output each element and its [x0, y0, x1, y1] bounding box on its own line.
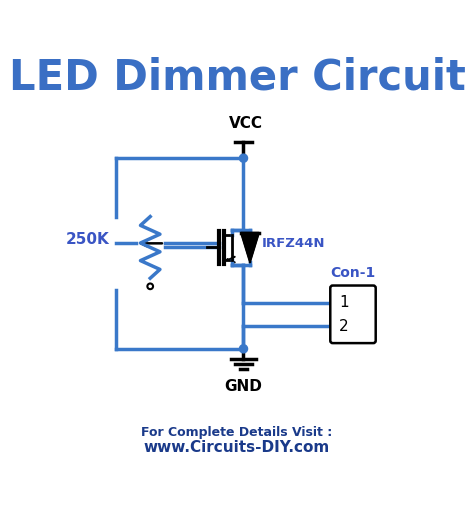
Text: Con-1: Con-1 — [330, 266, 375, 280]
Text: IRFZ44N: IRFZ44N — [262, 237, 326, 250]
Text: For Complete Details Visit :: For Complete Details Visit : — [141, 426, 333, 439]
Circle shape — [239, 345, 247, 353]
Polygon shape — [241, 233, 259, 262]
Text: VCC: VCC — [229, 116, 263, 132]
FancyBboxPatch shape — [330, 286, 376, 343]
Text: GND: GND — [225, 379, 263, 394]
Text: 1: 1 — [339, 295, 349, 310]
Circle shape — [239, 154, 247, 162]
Text: www.Circuits-DIY.com: www.Circuits-DIY.com — [144, 440, 330, 455]
Text: 250K: 250K — [66, 232, 109, 247]
Text: 2: 2 — [339, 319, 349, 334]
Text: LED Dimmer Circuit: LED Dimmer Circuit — [9, 56, 465, 98]
